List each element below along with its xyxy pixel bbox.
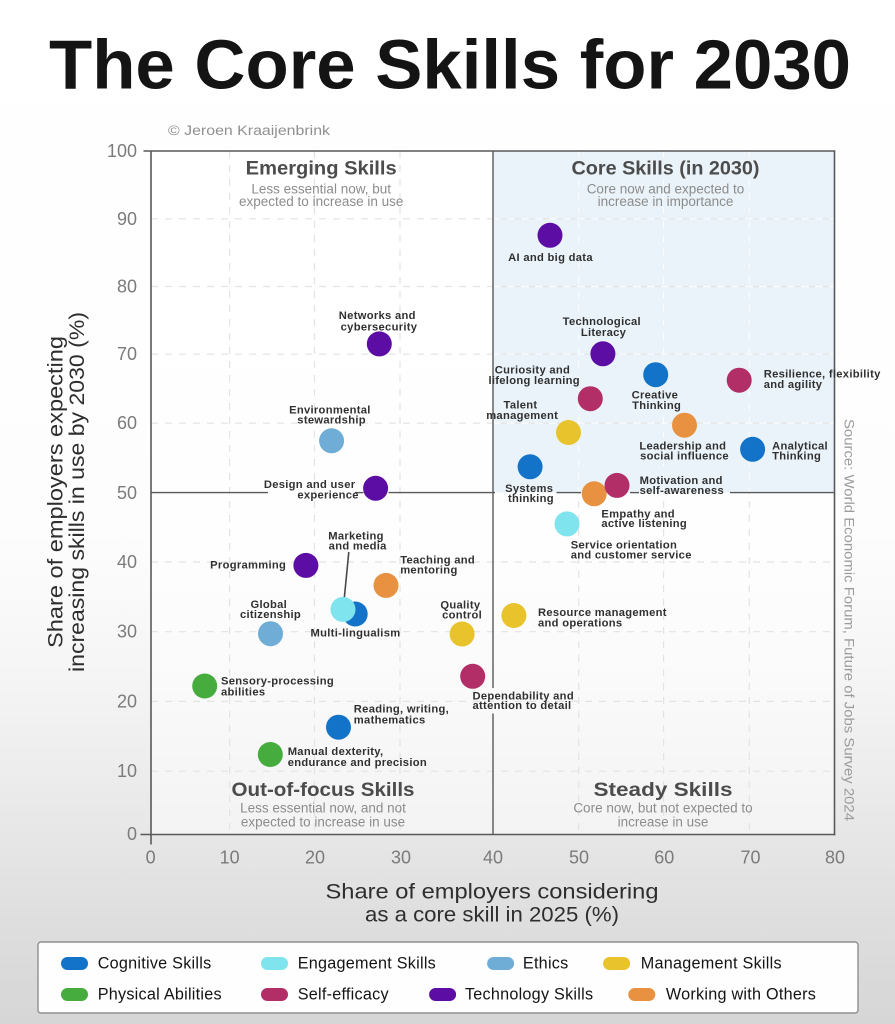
svg-text:Quality control: Quality control bbox=[440, 600, 483, 622]
svg-text:60: 60 bbox=[117, 413, 137, 433]
svg-text:Resilience, flexibility and ag: Resilience, flexibility and agility bbox=[764, 369, 884, 392]
svg-text:Multi-lingualism: Multi-lingualism bbox=[311, 628, 401, 640]
svg-text:80: 80 bbox=[117, 277, 137, 297]
svg-text:increasing skills in use by 20: increasing skills in use by 2030 (%) bbox=[65, 312, 89, 672]
svg-text:10: 10 bbox=[117, 761, 137, 781]
svg-text:Environmental stewardship: Environmental stewardship bbox=[289, 405, 374, 427]
svg-text:70: 70 bbox=[740, 848, 760, 868]
svg-text:Programming: Programming bbox=[210, 559, 286, 571]
svg-text:Out-of-focus Skills: Out-of-focus Skills bbox=[232, 779, 415, 801]
svg-text:Marketing and media: Marketing and media bbox=[328, 531, 387, 553]
svg-text:Leadership and social influenc: Leadership and social influence bbox=[639, 441, 729, 463]
svg-text:Resource management and operat: Resource management and operations bbox=[538, 607, 670, 630]
svg-text:Management Skills: Management Skills bbox=[641, 955, 782, 973]
svg-text:Source: World Economic Forum,: Source: World Economic Forum, Future of … bbox=[842, 419, 858, 821]
svg-text:Systems thinking: Systems thinking bbox=[505, 483, 557, 505]
svg-text:Cognitive Skills: Cognitive Skills bbox=[98, 955, 212, 973]
svg-text:Creative Thinking: Creative Thinking bbox=[632, 390, 682, 413]
svg-text:40: 40 bbox=[483, 848, 503, 868]
svg-text:AI and big data: AI and big data bbox=[508, 252, 593, 264]
svg-text:60: 60 bbox=[654, 848, 674, 868]
svg-text:The Core Skills for 2030: The Core Skills for 2030 bbox=[49, 26, 851, 104]
svg-text:Engagement Skills: Engagement Skills bbox=[298, 955, 436, 973]
svg-text:Talent management: Talent management bbox=[486, 400, 558, 423]
svg-text:50: 50 bbox=[117, 483, 137, 503]
svg-text:Emerging Skills: Emerging Skills bbox=[246, 157, 397, 179]
svg-text:Technological Literacy: Technological Literacy bbox=[563, 316, 645, 339]
svg-text:Reading, writing, mathematics: Reading, writing, mathematics bbox=[354, 704, 453, 727]
svg-text:20: 20 bbox=[117, 691, 137, 711]
svg-text:Global citizenship: Global citizenship bbox=[240, 599, 301, 621]
svg-text:80: 80 bbox=[825, 848, 845, 868]
svg-text:© Jeroen Kraaijenbrink: © Jeroen Kraaijenbrink bbox=[168, 123, 330, 138]
svg-text:10: 10 bbox=[220, 848, 240, 868]
svg-text:Technology Skills: Technology Skills bbox=[465, 986, 593, 1004]
svg-text:Share of employers considering: Share of employers considering bbox=[326, 880, 659, 904]
svg-text:Empathy and active listening: Empathy and active listening bbox=[601, 509, 687, 531]
svg-text:Core now, but not expected toi: Core now, but not expected to increase in… bbox=[573, 800, 752, 829]
svg-text:20: 20 bbox=[305, 848, 325, 868]
svg-text:0: 0 bbox=[146, 848, 156, 868]
svg-text:40: 40 bbox=[117, 552, 137, 572]
svg-text:Ethics: Ethics bbox=[523, 955, 569, 973]
svg-text:0: 0 bbox=[127, 824, 137, 844]
svg-text:Self-efficacy: Self-efficacy bbox=[298, 986, 390, 1004]
svg-text:as a core skill in 2025 (%): as a core skill in 2025 (%) bbox=[365, 903, 619, 927]
svg-text:Share of employers expecting: Share of employers expecting bbox=[43, 336, 67, 648]
svg-text:Motivation and self-awareness: Motivation and self-awareness bbox=[640, 475, 727, 497]
svg-text:Dependability and attention to: Dependability and attention to detail bbox=[473, 691, 578, 713]
svg-text:50: 50 bbox=[569, 848, 589, 868]
svg-text:Curiosity and lifelong learnin: Curiosity and lifelong learning bbox=[488, 365, 580, 388]
svg-text:Service orientation and custom: Service orientation and customer service bbox=[571, 540, 692, 562]
svg-text:Working with Others: Working with Others bbox=[666, 986, 816, 1004]
svg-text:Physical Abilities: Physical Abilities bbox=[98, 986, 222, 1004]
svg-text:Sensory-processing abilities: Sensory-processing abilities bbox=[221, 676, 337, 699]
svg-text:90: 90 bbox=[117, 209, 137, 229]
svg-text:70: 70 bbox=[117, 344, 137, 364]
svg-text:Design and user experience: Design and user experience bbox=[264, 479, 359, 501]
svg-text:Manual dexterity, endurance an: Manual dexterity, endurance and precisio… bbox=[288, 746, 427, 769]
svg-text:Core Skills (in 2030): Core Skills (in 2030) bbox=[572, 157, 760, 179]
svg-text:Steady Skills: Steady Skills bbox=[594, 779, 733, 801]
svg-text:30: 30 bbox=[117, 622, 137, 642]
svg-text:Analytical Thinking: Analytical Thinking bbox=[772, 441, 831, 463]
svg-text:Networks and cybersecurity: Networks and cybersecurity bbox=[339, 310, 419, 334]
svg-text:30: 30 bbox=[391, 848, 411, 868]
svg-text:100: 100 bbox=[107, 141, 137, 161]
svg-text:Teaching and mentoring: Teaching and mentoring bbox=[400, 555, 478, 577]
